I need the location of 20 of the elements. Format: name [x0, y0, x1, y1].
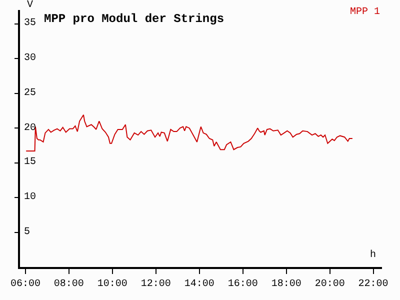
line-series — [26, 114, 353, 152]
x-tick-label: 14:00 — [184, 278, 214, 290]
y-tick-label: 5 — [24, 227, 30, 238]
text: MPP 1 — [350, 7, 380, 18]
chart-title: MPP pro Modul der Strings — [44, 12, 224, 26]
x-tick-label: 18:00 — [271, 278, 302, 290]
x-tick-label: 06:00 — [10, 278, 40, 290]
x-tick-label: 16:00 — [228, 278, 258, 290]
y-tick-label: 30 — [24, 53, 36, 64]
x-tick-label: 20:00 — [314, 278, 345, 290]
x-tick-label: 08:00 — [54, 278, 84, 290]
x-tick-label: 12:00 — [140, 278, 171, 290]
y-tick-label: 35 — [24, 18, 36, 29]
y-tick-label: 15 — [24, 157, 36, 168]
x-tick-label: 10:00 — [97, 278, 128, 290]
x-tick-label: 22:00 — [358, 278, 388, 290]
x-axis-title: h — [370, 249, 376, 261]
y-axis-title: V — [27, 0, 34, 11]
y-tick-label: 10 — [24, 192, 36, 203]
y-tick-label: 25 — [24, 88, 36, 99]
